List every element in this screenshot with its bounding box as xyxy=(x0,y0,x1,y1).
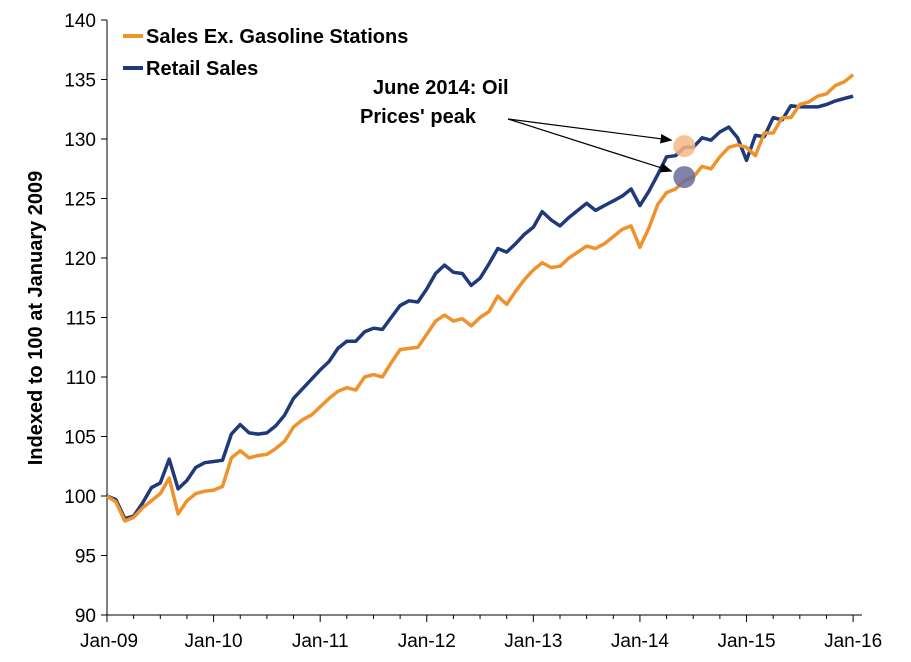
legend-label-sales-ex-gasoline: Sales Ex. Gasoline Stations xyxy=(146,26,408,48)
y-tick-label: 105 xyxy=(64,428,96,449)
y-tick-label: 110 xyxy=(66,368,96,389)
annotation-arrow xyxy=(507,118,673,173)
marker-layer xyxy=(673,135,696,189)
y-tick-label: 130 xyxy=(64,130,96,151)
y-axis-title: Indexed to 100 at January 2009 xyxy=(25,171,47,466)
x-tick-label: Jan-16 xyxy=(824,631,882,652)
highlight-marker xyxy=(673,166,696,189)
legend: Sales Ex. Gasoline Stations Retail Sales xyxy=(123,26,408,80)
y-tick-label: 100 xyxy=(64,487,96,508)
highlight-marker xyxy=(673,135,696,158)
legend-label-retail-sales: Retail Sales xyxy=(146,58,258,80)
y-tick-label: 115 xyxy=(66,309,96,330)
series-layer xyxy=(106,73,855,523)
annotation-line-1: June 2014: Oil xyxy=(373,77,509,99)
annotation-arrows xyxy=(507,118,673,173)
annotation-arrow xyxy=(507,118,673,144)
x-tick-label: Jan-14 xyxy=(611,631,670,652)
y-tick-label: 125 xyxy=(64,190,96,211)
series-line-sales-ex-gasoline xyxy=(106,73,855,523)
x-tick-label: Jan-15 xyxy=(717,631,775,652)
annotation: June 2014: Oil Prices' peak xyxy=(360,77,673,173)
y-tick-label: 95 xyxy=(75,547,96,568)
chart-axes xyxy=(106,20,862,616)
x-tick-label: Jan-11 xyxy=(292,631,349,652)
y-tick-label: 90 xyxy=(75,606,96,627)
x-axis-ticks: Jan-09 Jan-10 Jan-11 Jan-12 Jan-13 Jan-14 Jan-… xyxy=(80,615,882,652)
x-tick-label: Jan-12 xyxy=(398,631,456,652)
series-line-retail-sales xyxy=(106,94,854,521)
y-tick-label: 120 xyxy=(64,249,96,270)
y-tick-label: 135 xyxy=(64,71,96,92)
y-axis-ticks: 90 95 100 105 110 115 120 125 130 135 140 xyxy=(64,11,107,627)
x-tick-label: Jan-09 xyxy=(80,631,138,652)
y-tick-label: 140 xyxy=(64,11,96,32)
x-tick-label: Jan-10 xyxy=(185,631,243,652)
x-tick-label: Jan-13 xyxy=(504,631,562,652)
annotation-line-2: Prices' peak xyxy=(360,106,477,128)
